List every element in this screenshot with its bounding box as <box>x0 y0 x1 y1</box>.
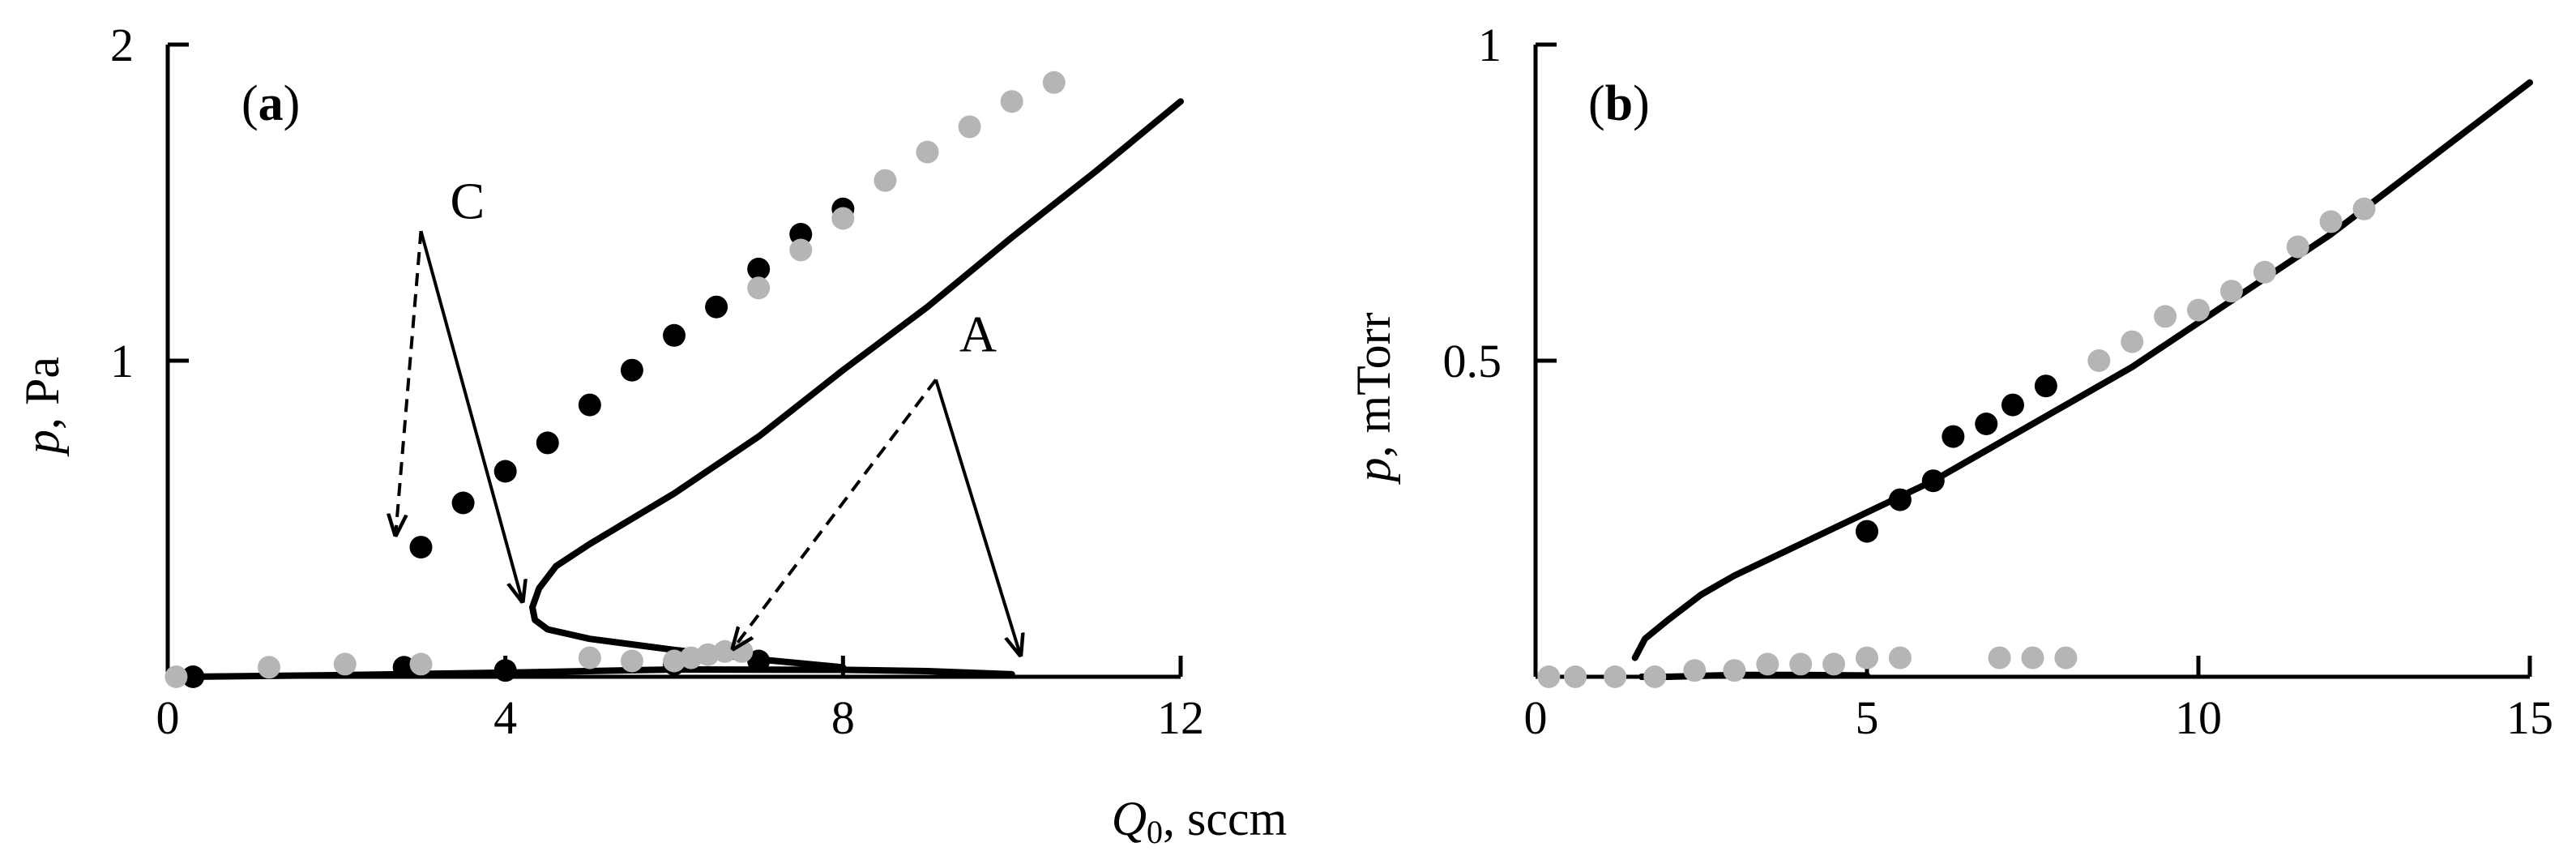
panel-a-gray-point <box>578 646 601 669</box>
panel-b-gray-point <box>2054 646 2078 669</box>
panel-b-gray-point <box>2286 235 2309 259</box>
panel-a-black-point <box>493 659 517 682</box>
panel-b-gray-point <box>2154 305 2177 328</box>
panel-b-x-tick-label: 0 <box>1524 691 1548 744</box>
panel-a-black-point <box>182 665 205 688</box>
panel-a-gray-point <box>258 656 280 679</box>
panel-a-curve-1 <box>529 98 1184 671</box>
panel-b-black-point <box>1921 469 1945 493</box>
panel-b-black-point <box>1888 488 1912 511</box>
panel-b-y-tick-label: 1 <box>1478 19 1502 71</box>
panel-a-y-tick-label: 2 <box>110 19 134 71</box>
panel-b-gray-point <box>2087 349 2111 372</box>
panel-a-black-point <box>789 223 813 246</box>
panel-a-black-point <box>451 491 475 515</box>
panel-a-x-tick-label: 0 <box>156 691 180 744</box>
panel-a-gray-point <box>663 649 686 673</box>
panel-a-gray-point <box>679 646 703 669</box>
panel-b-curve-1 <box>1631 79 2533 661</box>
shared-x-axis-title: Q0, sccm <box>1112 792 1288 850</box>
panel-b-gray-point <box>2121 330 2144 353</box>
panel-a-arrow-solid <box>934 379 1020 654</box>
panel-a-gray-point <box>696 643 720 666</box>
panel-b-x-tick-label: 15 <box>2506 691 2553 744</box>
panel-b-gray-point <box>2352 197 2376 220</box>
panel-a-y-tick-label: 1 <box>110 335 134 387</box>
panel-b-y-tick-label: 0.5 <box>1443 335 1502 387</box>
panel-b-plot: 0 5 10 15 0.5 1 <box>1443 19 2554 744</box>
panel-b-gray-point <box>1683 659 1707 682</box>
panel-b-gray-point <box>1643 665 1667 688</box>
panel-a-black-point <box>392 656 416 679</box>
panel-b-gray-point <box>1988 646 2011 669</box>
panel-b-black-point <box>1856 520 1878 543</box>
panel-a-gray-point <box>1042 71 1066 94</box>
panel-a-gray-point <box>333 652 357 676</box>
panel-a-black-point <box>493 460 517 483</box>
panel-b-black-point <box>2034 374 2057 398</box>
panel-b-gray-point <box>1888 646 1912 669</box>
panel-a-label: (a) <box>241 76 300 131</box>
panel-b-gray-point <box>1789 652 1813 676</box>
panel-a-gray-point <box>958 115 981 139</box>
panel-a-y-axis-title: p, Pa <box>15 357 69 457</box>
panel-b-gray-point <box>2319 210 2343 233</box>
panel-b-gray-point <box>1537 665 1561 688</box>
panel-b-label: (b) <box>1588 76 1650 131</box>
panel-b-x-tick-label: 5 <box>1856 691 1879 744</box>
panel-a-black-point <box>409 536 433 559</box>
panel-b-gray-point <box>1822 652 1846 676</box>
panel-a-gray-point <box>730 639 754 663</box>
panel-a-black-point <box>747 257 771 280</box>
panel-b-black-point <box>2001 393 2024 417</box>
panel-b-black-point <box>1942 425 1965 448</box>
panel-b-gray-point <box>1564 665 1587 688</box>
panel-b-black-point <box>1975 413 1998 435</box>
panel-a-black-point <box>705 295 728 319</box>
panel-b-gray-point <box>1723 659 1746 682</box>
panel-a-annotation-a: A <box>959 305 997 362</box>
panel-a-arrow-solid <box>419 230 523 601</box>
panel-a-black-point <box>620 358 643 382</box>
panel-a-gray-point <box>874 169 897 192</box>
panel-b-gray-point <box>1756 652 1779 676</box>
panel-a-black-point <box>663 323 686 347</box>
panel-a-gray-point <box>164 665 188 688</box>
panel-a-gray-point <box>789 238 813 262</box>
panel-b-gray-point <box>1856 646 1878 669</box>
panel-b-y-axis-title: p, mTorr <box>1347 312 1400 485</box>
panel-a-arrow-dashed <box>395 230 423 534</box>
panel-a-gray-point <box>916 140 939 164</box>
panel-a-annotation-c: C <box>450 173 485 230</box>
panel-b-gray-point <box>1604 665 1627 688</box>
panel-b: 0 5 10 15 0.5 1 (b) p, mTorr <box>1347 19 2553 744</box>
panel-b-gray-point <box>2219 280 2243 303</box>
panel-a-x-tick-label: 8 <box>831 691 855 744</box>
panel-b-x-tick-label: 10 <box>2175 691 2222 744</box>
panel-a-arrow-dashed <box>733 379 938 648</box>
panel-a-x-tick-label: 12 <box>1157 691 1204 744</box>
panel-a-gray-point <box>831 207 855 230</box>
panel-a-gray-point <box>620 649 643 673</box>
panel-a-black-point <box>536 431 559 455</box>
panel-a-gray-point <box>1000 90 1023 113</box>
panel-a-black-point <box>747 649 771 673</box>
panel-b-gray-point <box>2253 260 2276 284</box>
panel-a-black-point <box>578 393 601 417</box>
panel-a-x-tick-label: 4 <box>493 691 517 744</box>
panel-b-gray-point <box>2021 646 2044 669</box>
panel-b-gray-point <box>2187 298 2210 322</box>
panel-a-gray-point <box>409 652 433 676</box>
panel-a-gray-point <box>747 276 771 300</box>
